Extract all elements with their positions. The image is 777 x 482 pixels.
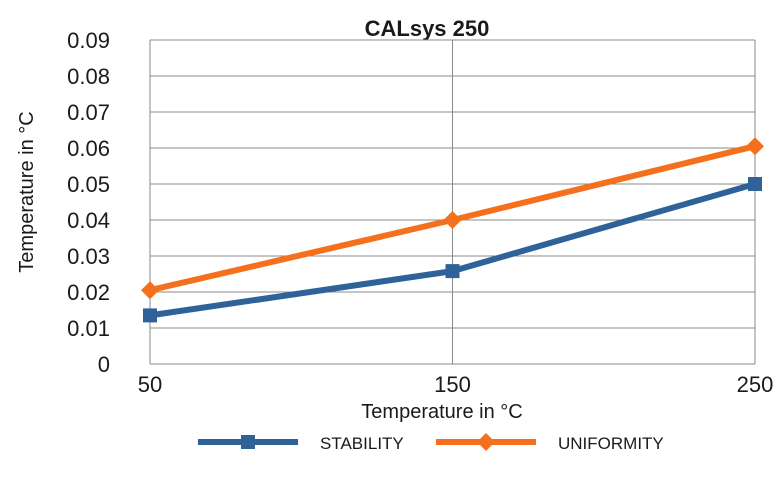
x-tick-label: 250	[737, 372, 774, 397]
series-uniformity	[141, 137, 764, 300]
legend-label: UNIFORMITY	[558, 434, 664, 453]
y-tick-label: 0.04	[67, 208, 110, 233]
uniformity-point	[141, 281, 159, 300]
y-tick-label: 0.05	[67, 172, 110, 197]
legend: STABILITY UNIFORMITY	[198, 433, 664, 453]
y-axis-ticks: 0 0.01 0.02 0.03 0.04 0.05 0.06 0.07 0.08 0.09	[67, 28, 110, 377]
series	[141, 137, 764, 323]
x-axis-label: Temperature in °C	[361, 401, 522, 423]
grid	[149, 39, 756, 365]
y-tick-label: 0.03	[67, 244, 110, 269]
y-tick-label: 0.06	[67, 136, 110, 161]
uniformity-point	[443, 211, 462, 229]
stability-point	[748, 177, 762, 191]
x-tick-label: 150	[434, 372, 471, 397]
stability-point	[445, 264, 460, 279]
legend-item-uniformity: UNIFORMITY	[436, 433, 664, 453]
y-tick-label: 0.07	[67, 100, 110, 125]
x-axis-ticks: 50 150 250	[138, 372, 774, 397]
chart-title: CALsys 250	[365, 16, 490, 41]
y-tick-label: 0.01	[67, 316, 110, 341]
uniformity-point	[746, 137, 764, 156]
y-tick-label: 0.08	[67, 64, 110, 89]
legend-marker	[241, 435, 255, 449]
y-tick-label: 0	[98, 352, 110, 377]
stability-point	[143, 308, 157, 323]
x-tick-label: 50	[138, 372, 162, 397]
series-stability	[143, 177, 762, 323]
legend-label: STABILITY	[320, 434, 404, 453]
y-axis-label: Temperature in °C	[16, 111, 38, 272]
legend-item-stability: STABILITY	[198, 434, 404, 453]
y-tick-label: 0.02	[67, 280, 110, 305]
legend-marker	[477, 433, 495, 451]
y-tick-label: 0.09	[67, 28, 110, 53]
